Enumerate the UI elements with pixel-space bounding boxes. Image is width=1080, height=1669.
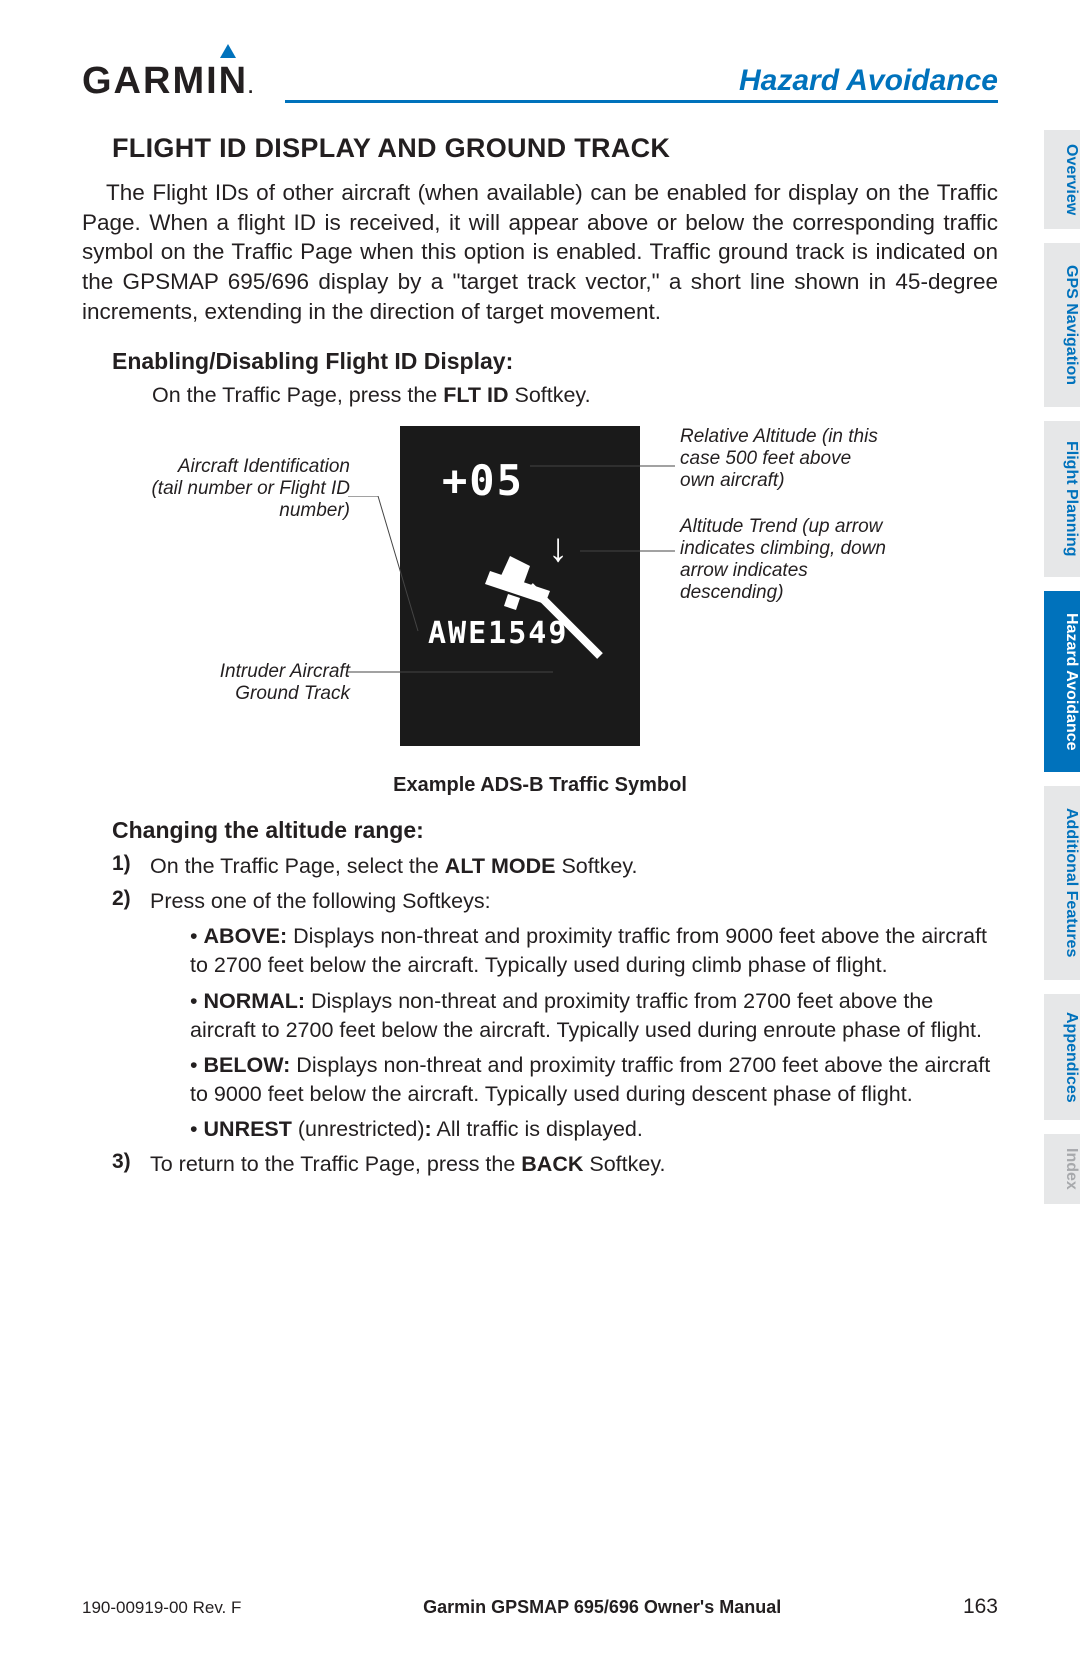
alt-step-2: 2) Press one of the following Softkeys: — [112, 887, 998, 916]
tab-hazard-avoidance[interactable]: Hazard Avoidance — [1044, 591, 1080, 773]
garmin-logo: GARMIN. — [82, 60, 255, 103]
relative-altitude-value: +05 — [442, 456, 524, 505]
footer-docnum: 190-00919-00 Rev. F — [82, 1598, 241, 1618]
bullet-unrest: • UNREST (unrestricted): All traffic is … — [190, 1115, 998, 1144]
bullet-normal: • NORMAL: Displays non-threat and proxim… — [190, 987, 998, 1045]
alt-step-3: 3) To return to the Traffic Page, press … — [112, 1150, 998, 1179]
side-tab-strip: Overview GPS Navigation Flight Planning … — [1044, 130, 1080, 1204]
device-screen: +05 ↓ AWE1549 — [400, 426, 640, 746]
footer-title: Garmin GPSMAP 695/696 Owner's Manual — [423, 1597, 781, 1618]
figure-caption: Example ADS-B Traffic Symbol — [82, 774, 998, 797]
callout-relative-altitude: Relative Altitude (in this case 500 feet… — [680, 426, 890, 492]
tab-index[interactable]: Index — [1044, 1134, 1080, 1204]
intro-paragraph: The Flight IDs of other aircraft (when a… — [82, 178, 998, 326]
alt-step-1: 1) On the Traffic Page, select the ALT M… — [112, 852, 998, 881]
callout-aircraft-id: Aircraft Identification (tail number or … — [150, 456, 350, 522]
logo-triangle-icon — [220, 44, 236, 58]
subheading-enable: Enabling/Disabling Flight ID Display: — [112, 348, 998, 375]
tab-overview[interactable]: Overview — [1044, 130, 1080, 229]
bullet-above: • ABOVE: Displays non-threat and proximi… — [190, 922, 998, 980]
tab-gps-navigation[interactable]: GPS Navigation — [1044, 243, 1080, 407]
callout-altitude-trend: Altitude Trend (up arrow indicates climb… — [680, 516, 890, 603]
page-header: GARMIN. Hazard Avoidance — [82, 60, 998, 103]
logo-text: GARMIN. — [82, 60, 255, 103]
tab-additional-features[interactable]: Additional Features — [1044, 786, 1080, 979]
footer-page-number: 163 — [963, 1595, 998, 1619]
tab-appendices[interactable]: Appendices — [1044, 994, 1080, 1121]
main-heading: FLIGHT ID DISPLAY AND GROUND TRACK — [112, 133, 998, 164]
section-title: Hazard Avoidance — [285, 64, 998, 103]
subheading-altitude: Changing the altitude range: — [112, 817, 998, 844]
page-footer: 190-00919-00 Rev. F Garmin GPSMAP 695/69… — [82, 1595, 998, 1619]
bullet-below: • BELOW: Displays non-threat and proximi… — [190, 1051, 998, 1109]
callout-ground-track: Intruder Aircraft Ground Track — [160, 661, 350, 705]
tab-flight-planning[interactable]: Flight Planning — [1044, 421, 1080, 577]
aircraft-symbol-icon — [460, 516, 620, 676]
flight-id-value: AWE1549 — [428, 616, 568, 651]
diagram-ads-b: +05 ↓ AWE1549 Aircraft Identification (t… — [160, 426, 920, 766]
enable-step: On the Traffic Page, press the FLT ID So… — [152, 383, 998, 408]
